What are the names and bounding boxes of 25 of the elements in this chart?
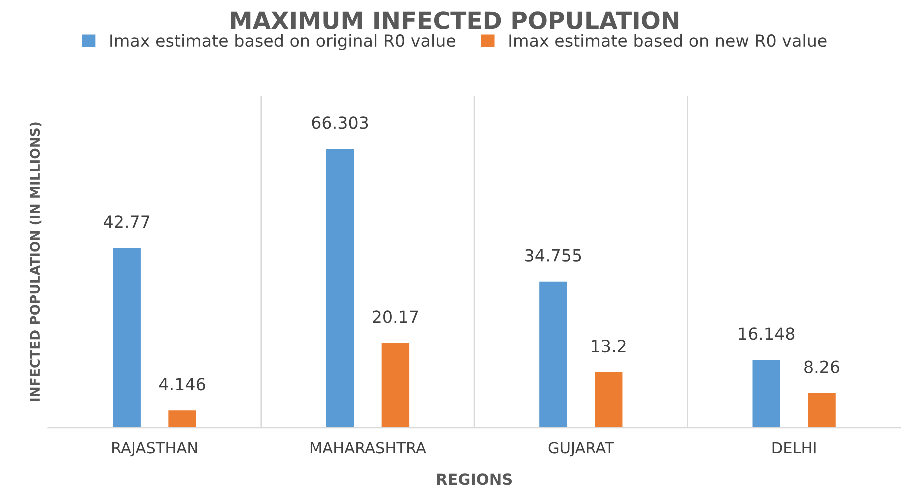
data-label: 16.148	[739, 328, 795, 340]
x-tick-label: MAHARASHTRA	[310, 442, 426, 454]
bar	[382, 343, 410, 428]
y-axis-title: INFECTED POPULATION (IN MILLIONS)	[30, 122, 42, 402]
data-label: 4.146	[159, 378, 206, 391]
bar	[752, 360, 780, 428]
x-tick-label: GUJARAT	[548, 442, 614, 457]
bar	[808, 393, 836, 428]
legend-label: Imax estimate based on new R0 value	[510, 34, 827, 48]
data-label: 20.17	[373, 310, 418, 324]
legend-label: Imax estimate based on original R0 value	[110, 34, 456, 50]
bar	[540, 282, 568, 428]
x-axis-title: REGIONS	[437, 474, 512, 486]
x-tick-label: DELHI	[772, 442, 816, 454]
data-label: 13.2	[592, 340, 626, 353]
data-label: 66.303	[312, 116, 368, 130]
bar	[168, 410, 196, 428]
bar	[113, 248, 141, 428]
x-tick-label: RAJASTHAN	[112, 442, 198, 457]
bar	[595, 372, 623, 428]
bar	[326, 149, 354, 428]
data-label: 8.26	[804, 360, 840, 374]
data-label: 34.755	[526, 249, 582, 262]
chart-title: MAXIMUM INFECTED POPULATION	[231, 12, 679, 30]
data-label: 42.77	[104, 216, 150, 228]
